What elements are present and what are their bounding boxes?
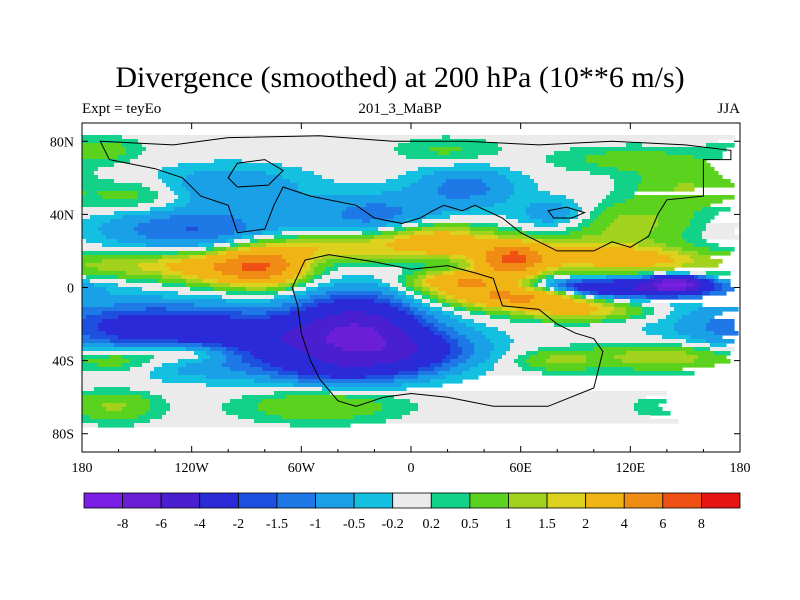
colorbar-label: 4 xyxy=(621,517,628,532)
colorbar-swatch xyxy=(701,492,741,509)
x-tick-label: 60W xyxy=(288,461,316,476)
colorbar-label: -1 xyxy=(310,517,322,532)
divergence-field xyxy=(82,135,739,428)
x-tick-label: 120W xyxy=(175,461,210,476)
y-tick-label: 40S xyxy=(52,355,74,370)
x-tick-label: 0 xyxy=(408,461,415,476)
colorbar-label: -0.2 xyxy=(382,517,404,532)
y-tick-label: 40N xyxy=(50,208,74,223)
continent-outlines xyxy=(99,135,732,407)
colorbar-label: 0.2 xyxy=(423,517,441,532)
run-label: 201_3_MaBP xyxy=(358,101,442,117)
y-tick-label: 80N xyxy=(50,135,74,150)
experiment-label: Expt = teyEo xyxy=(82,101,162,117)
y-tick-label: 0 xyxy=(67,282,74,297)
colorbar-swatch xyxy=(662,492,702,509)
colorbar-swatch xyxy=(508,492,548,509)
x-tick-label: 180 xyxy=(730,461,751,476)
colorbar-label: 2 xyxy=(582,517,589,532)
colorbar-swatch xyxy=(392,492,432,509)
continent-outline-2 xyxy=(291,254,604,407)
colorbar-label: -8 xyxy=(117,517,129,532)
colorbar-swatch xyxy=(160,492,201,509)
continent-outline-1 xyxy=(99,135,732,252)
colorbar-swatch xyxy=(122,492,162,509)
colorbar-label: 1 xyxy=(505,517,512,532)
colorbar-label: -1.5 xyxy=(266,517,288,532)
continent-outline-4 xyxy=(547,206,587,219)
colorbar-label: -2 xyxy=(233,517,245,532)
colorbar-swatch xyxy=(199,492,239,509)
x-tick-label: 180 xyxy=(72,461,93,476)
colorbar-swatch xyxy=(353,492,394,509)
colorbar-swatch xyxy=(276,492,316,509)
y-tick-label: 80S xyxy=(52,428,74,443)
chart-title: Divergence (smoothed) at 200 hPa (10**6 … xyxy=(115,61,685,94)
colorbar-swatch xyxy=(430,492,471,509)
colorbar-label: 8 xyxy=(698,517,705,532)
colorbar-label: -6 xyxy=(155,517,167,532)
colorbar-swatch xyxy=(237,492,278,509)
colorbar-swatch xyxy=(83,492,123,509)
colorbar-swatch xyxy=(623,492,664,509)
season-label: JJA xyxy=(717,101,740,117)
x-tick-label: 120E xyxy=(616,461,646,476)
colorbar-swatch xyxy=(315,492,355,509)
colorbar: -8 -6 -4 -2 -1.5 -1 -0.5 -0.2 0.2 0.5 1 1.5 2 4 6 8 xyxy=(83,492,741,532)
colorbar-label: -4 xyxy=(194,517,206,532)
colorbar-label: -0.5 xyxy=(343,517,365,532)
colorbar-label: 1.5 xyxy=(538,517,556,532)
colorbar-label: 6 xyxy=(659,517,666,532)
colorbar-swatch xyxy=(585,492,625,509)
colorbar-swatch xyxy=(469,492,509,509)
continent-outline-3 xyxy=(227,159,284,188)
x-tick-label: 60E xyxy=(509,461,532,476)
colorbar-swatch xyxy=(546,492,587,509)
colorbar-label: 0.5 xyxy=(461,517,479,532)
